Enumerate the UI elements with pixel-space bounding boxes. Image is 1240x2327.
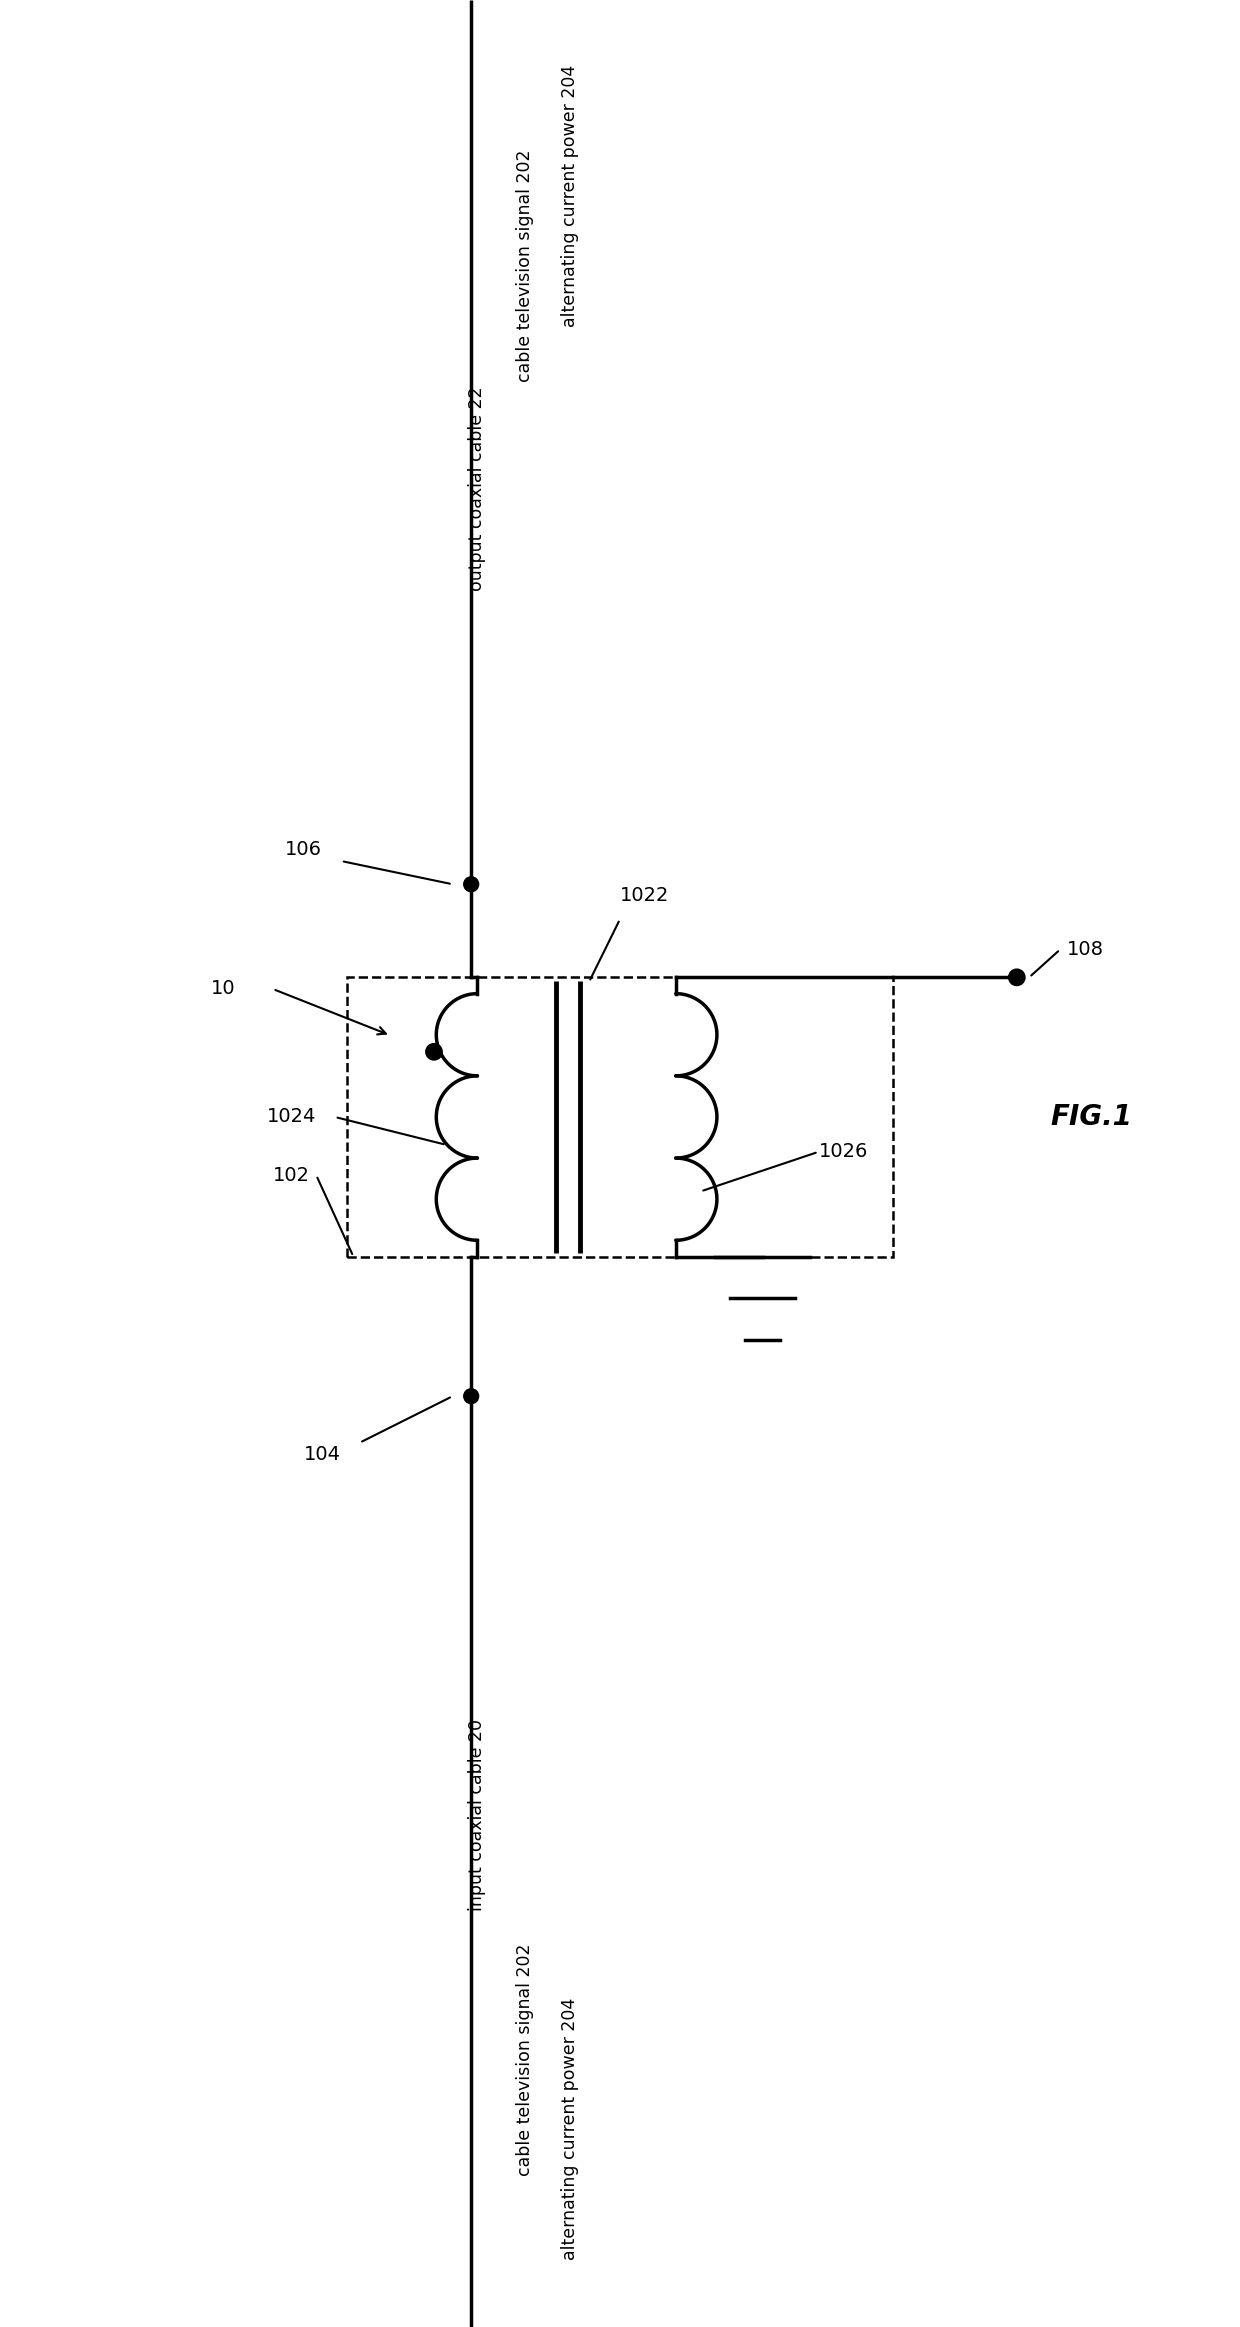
Text: 1026: 1026 [818, 1143, 868, 1161]
Circle shape [464, 1389, 479, 1403]
Text: FIG.1: FIG.1 [1050, 1103, 1132, 1131]
Text: 1024: 1024 [267, 1108, 316, 1126]
Text: alternating current power 204: alternating current power 204 [562, 65, 579, 326]
Text: 102: 102 [273, 1166, 310, 1184]
Circle shape [425, 1042, 443, 1061]
Text: cable television signal 202: cable television signal 202 [516, 1943, 533, 2176]
Circle shape [1008, 968, 1025, 987]
Circle shape [464, 877, 479, 891]
Text: 10: 10 [211, 980, 236, 998]
Text: input coaxial cable 20: input coaxial cable 20 [469, 1720, 486, 1910]
Text: alternating current power 204: alternating current power 204 [562, 1999, 579, 2260]
Text: output coaxial cable 22: output coaxial cable 22 [469, 386, 486, 591]
Text: cable television signal 202: cable television signal 202 [516, 149, 533, 382]
Bar [347, 977, 893, 1257]
Text: 1022: 1022 [620, 887, 670, 905]
Text: 106: 106 [285, 840, 322, 859]
Text: 104: 104 [304, 1445, 341, 1464]
Text: 108: 108 [1066, 940, 1104, 959]
